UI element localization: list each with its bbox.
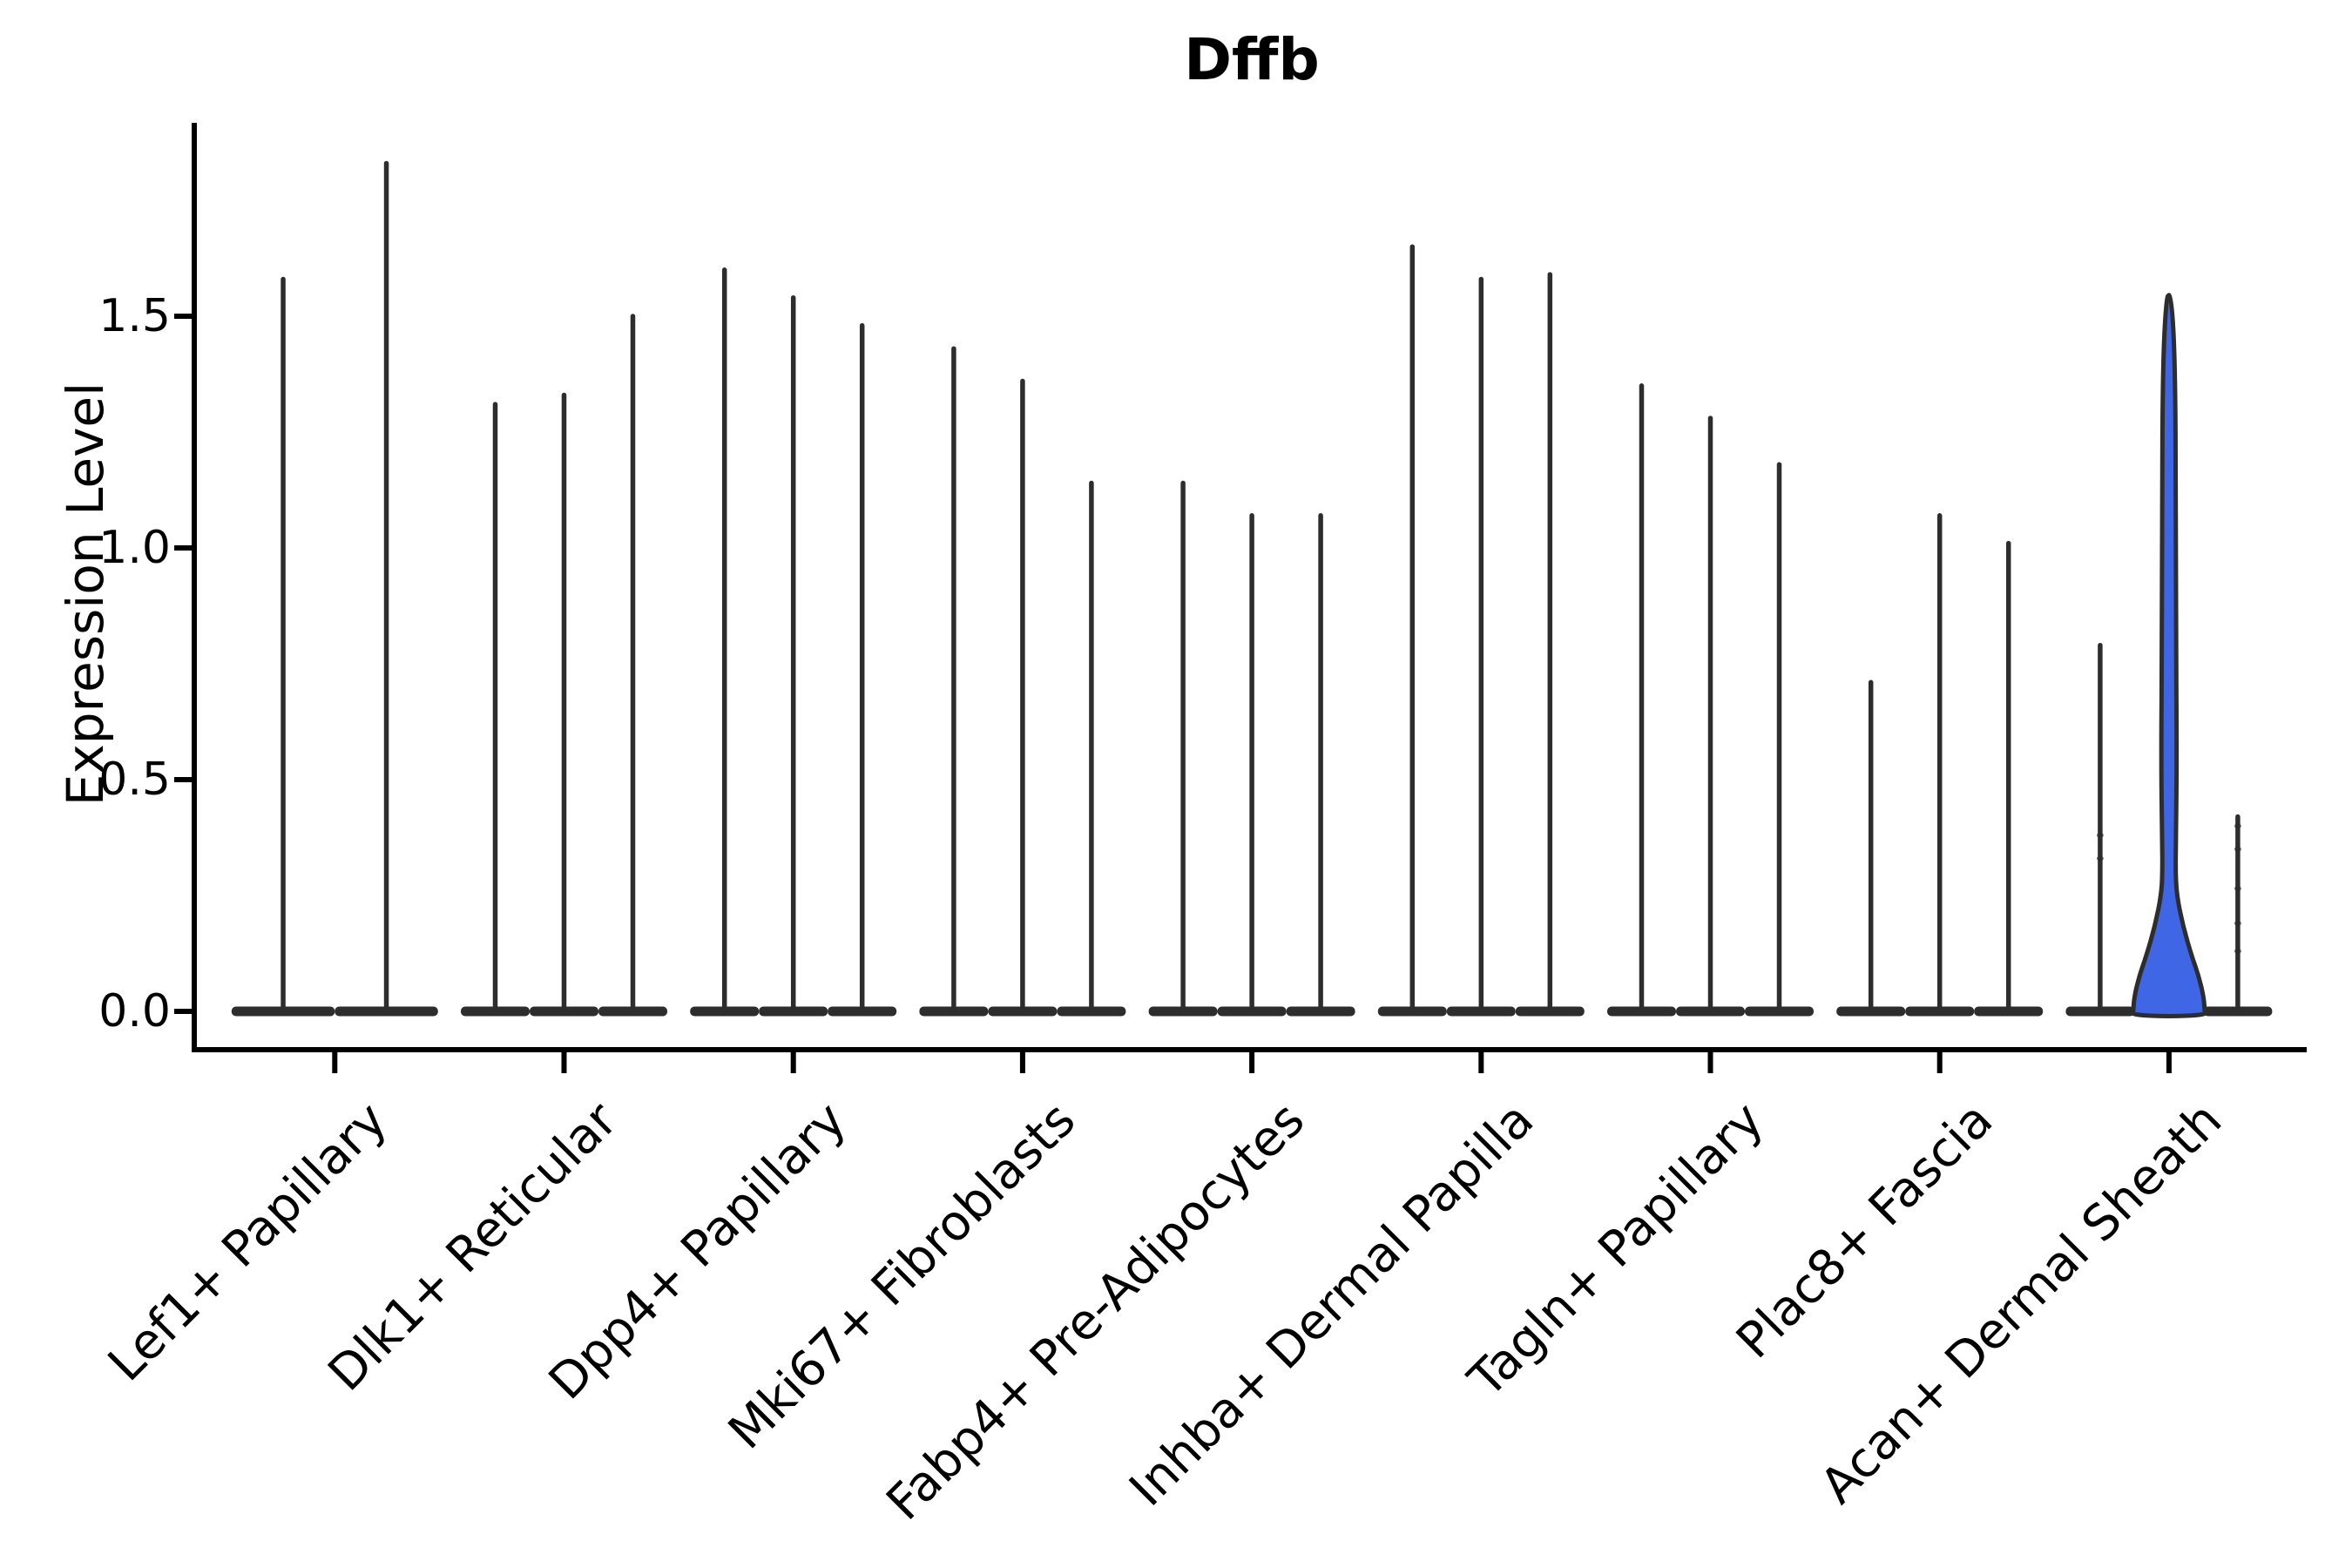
- x-tick-mark: [1249, 1052, 1255, 1073]
- jitter-point: [2234, 948, 2241, 954]
- x-tick-mark: [1478, 1052, 1484, 1073]
- jitter-point: [2234, 886, 2241, 892]
- y-tick-mark: [174, 545, 192, 551]
- y-axis-spine: [192, 123, 197, 1052]
- y-tick-label: 0.5: [98, 754, 171, 806]
- x-tick-mark: [561, 1052, 567, 1073]
- x-axis-spine: [192, 1047, 2307, 1052]
- x-tick-mark: [332, 1052, 338, 1073]
- y-tick-label: 1.5: [98, 290, 171, 342]
- x-tick-mark: [1936, 1052, 1943, 1073]
- jitter-point: [2096, 832, 2104, 838]
- jitter-point: [2234, 823, 2241, 829]
- y-tick-mark: [174, 314, 192, 319]
- y-tick-label: 0.0: [98, 985, 171, 1037]
- y-tick-mark: [174, 777, 192, 782]
- jitter-point: [2096, 855, 2104, 862]
- highlighted-violin: [2131, 293, 2207, 1018]
- x-tick-mark: [1707, 1052, 1713, 1073]
- jitter-point: [2234, 846, 2241, 852]
- x-tick-mark: [1019, 1052, 1025, 1073]
- x-tick-mark: [790, 1052, 796, 1073]
- y-tick-mark: [174, 1009, 192, 1014]
- plot-title: Dffb: [1184, 26, 1320, 93]
- y-tick-label: 1.0: [98, 522, 171, 574]
- jitter-point: [2234, 920, 2241, 926]
- x-tick-mark: [2166, 1052, 2172, 1073]
